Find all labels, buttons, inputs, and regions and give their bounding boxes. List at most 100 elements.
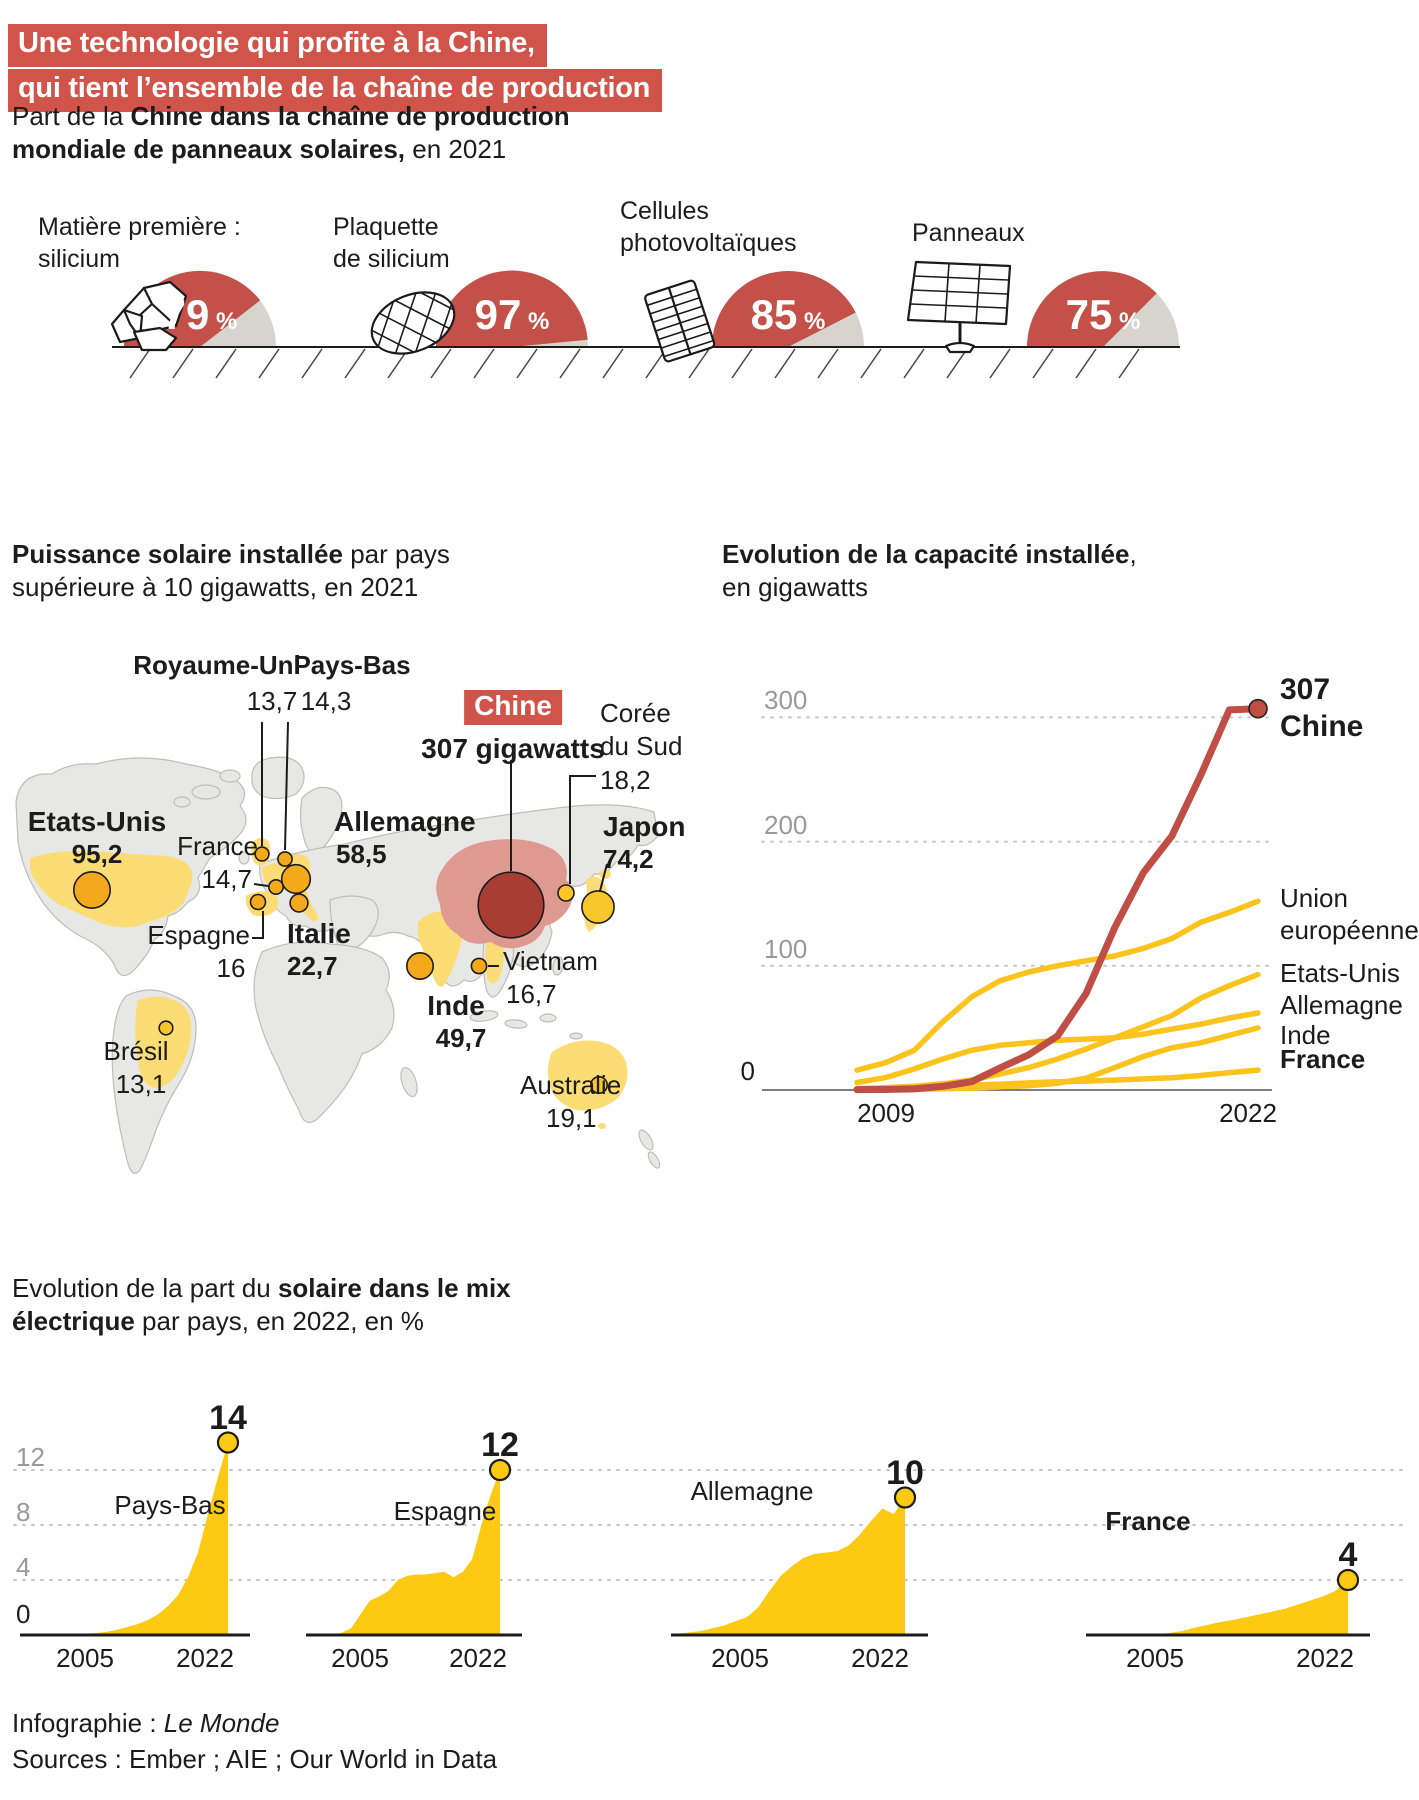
map-value-italie: 22,7 xyxy=(287,951,338,981)
gauge-title-pre: Part de la xyxy=(12,101,131,131)
capacity-xtick-2022: 2022 xyxy=(1219,1098,1277,1128)
ground-hatch xyxy=(602,348,624,379)
map-section-title: Puissance solaire installée par pays sup… xyxy=(12,539,450,603)
map-value-chine: 307 gigawatts xyxy=(421,733,605,764)
map-value-allemagne: 58,5 xyxy=(336,839,387,869)
map-label-france: France xyxy=(177,831,258,861)
mix-endpoint-allemagne xyxy=(893,1486,917,1509)
ground-hatch xyxy=(817,348,839,379)
mix-endvalue-pays-bas: 14 xyxy=(209,1398,247,1437)
map-label-japon: Japon xyxy=(603,811,686,842)
mix-section-title: Evolution de la part du solaire dans le … xyxy=(12,1273,511,1337)
gauge-title-post: en 2021 xyxy=(405,134,507,165)
map-value-vietnam: 16,7 xyxy=(506,979,557,1009)
ground-hatch xyxy=(688,348,710,379)
footer-credit-name: Le Monde xyxy=(163,1708,280,1738)
ground-hatch xyxy=(946,348,968,379)
gauge-fill-cellules xyxy=(712,271,856,347)
gauge-value-silicium: 79 % xyxy=(162,291,238,338)
world-map xyxy=(15,756,661,1174)
capacity-ytick-100: 100 xyxy=(764,933,808,964)
new-zealand-island xyxy=(638,1129,654,1151)
capacity-serieslabel-union-europeenne: Union xyxy=(1280,883,1348,913)
capacity-chart-grid xyxy=(761,716,1273,1091)
series-chine xyxy=(853,705,1262,1094)
arctic-island xyxy=(173,796,191,808)
mix-xtick-2022-pays-bas: 2022 xyxy=(176,1643,234,1673)
mix-xtick-2022-espagne: 2022 xyxy=(449,1643,507,1673)
mix-label-allemagne: Allemagne xyxy=(690,1476,814,1506)
silicon-wafer-icon xyxy=(362,280,464,366)
arabia-landmass xyxy=(329,895,379,951)
map-label-espagne: Espagne xyxy=(147,920,250,950)
new-guinea-island xyxy=(569,1032,583,1040)
capacity-serieslabel-chine: Chine xyxy=(1280,710,1364,743)
capacity-serieslabel-allemagne: Allemagne xyxy=(1280,990,1403,1020)
capacity-chart-series xyxy=(853,698,1268,1094)
africa-landmass xyxy=(253,941,395,1123)
ground-hatch xyxy=(301,348,323,379)
map-bubbles xyxy=(73,846,615,1095)
capacity-xtick-2009: 2009 xyxy=(857,1098,915,1128)
mix-xtick-2022-france: 2022 xyxy=(1296,1643,1354,1673)
ground-hatch xyxy=(516,348,538,379)
footer-credit: Infographie : Le Monde xyxy=(12,1708,280,1738)
bubble-japon xyxy=(581,890,615,924)
mix-ytick-12: 12 xyxy=(16,1442,45,1472)
capacity-serieslabel-etats-unis: Etats-Unis xyxy=(1280,958,1400,988)
gauge-section-title: Part de la Chine dans la chaîne de produ… xyxy=(12,100,592,167)
map-label-pays-bas: Pays-Bas xyxy=(293,650,411,680)
mix-chart-grid xyxy=(13,1469,1403,1581)
brazil-highlight xyxy=(135,996,192,1088)
bubble-australie xyxy=(589,1076,608,1095)
mix-label-espagne: Espagne xyxy=(393,1496,497,1526)
scandinavia-landmass xyxy=(299,786,343,853)
ground-hatch xyxy=(1118,348,1140,379)
page-title-line2: qui tient l’ensemble de la chaîne de pro… xyxy=(8,69,663,112)
map-leader-lines xyxy=(252,721,608,967)
footer-sources: Sources : Ember ; AIE ; Our World in Dat… xyxy=(12,1744,498,1775)
ground-hatch xyxy=(860,348,882,379)
silicon-chunks-icon xyxy=(110,280,188,352)
map-value-coree-du-sud: 18,2 xyxy=(600,765,651,795)
capacity-endlabel-chine: 307 xyxy=(1280,673,1331,706)
page-title: Une technologie qui profite à la Chine, … xyxy=(8,24,663,114)
ground-hatch xyxy=(903,348,925,379)
mix-ytick-8: 8 xyxy=(16,1497,31,1527)
mix-xtick-2005-espagne: 2005 xyxy=(331,1643,389,1673)
mix-area-allemagne xyxy=(679,1497,905,1635)
series-endpoint-chine xyxy=(1248,698,1268,719)
capacity-ytick-0: 0 xyxy=(740,1056,755,1086)
usa-highlight xyxy=(30,850,193,928)
mix-endvalue-allemagne: 10 xyxy=(886,1453,924,1492)
series-allemagne xyxy=(854,1010,1261,1086)
ground-hatching xyxy=(112,346,1180,379)
map-label-italie: Italie xyxy=(287,918,351,949)
map-value-australie: 19,1 xyxy=(546,1103,597,1133)
pacific-island-highlight xyxy=(598,1123,606,1129)
ground-hatch xyxy=(129,348,151,379)
gauge-label-panneaux: Panneaux xyxy=(912,219,1025,247)
mix-ytick-4: 4 xyxy=(16,1552,31,1582)
leader-japon xyxy=(599,863,608,892)
map-label-chine: Chine xyxy=(464,690,562,725)
mix-endpoint-espagne xyxy=(488,1458,512,1482)
ground-hatch xyxy=(344,348,366,379)
india-highlight xyxy=(418,911,463,987)
map-label-etats-unis: Etats-Unis xyxy=(27,806,167,837)
ground-hatch xyxy=(215,348,237,379)
map-label-australie: Australie xyxy=(520,1070,622,1100)
mix-endvalue-espagne: 12 xyxy=(481,1426,519,1464)
capacity-serieslabel-inde: Inde xyxy=(1280,1020,1331,1050)
leader-france xyxy=(253,883,269,887)
bubble-pays-bas xyxy=(277,851,293,867)
mix-endpoint-france xyxy=(1336,1568,1360,1592)
gauge-value-plaquette: 97 % xyxy=(474,291,550,338)
indonesia-island xyxy=(504,1019,528,1029)
bubble-espagne xyxy=(249,893,267,911)
gauge-fill-panneaux xyxy=(1027,271,1157,347)
mix-area-espagne xyxy=(314,1470,500,1635)
ireland-island xyxy=(238,851,250,865)
mix-xtick-2005-allemagne: 2005 xyxy=(711,1643,769,1673)
map-label-allemagne: Allemagne xyxy=(334,806,476,837)
